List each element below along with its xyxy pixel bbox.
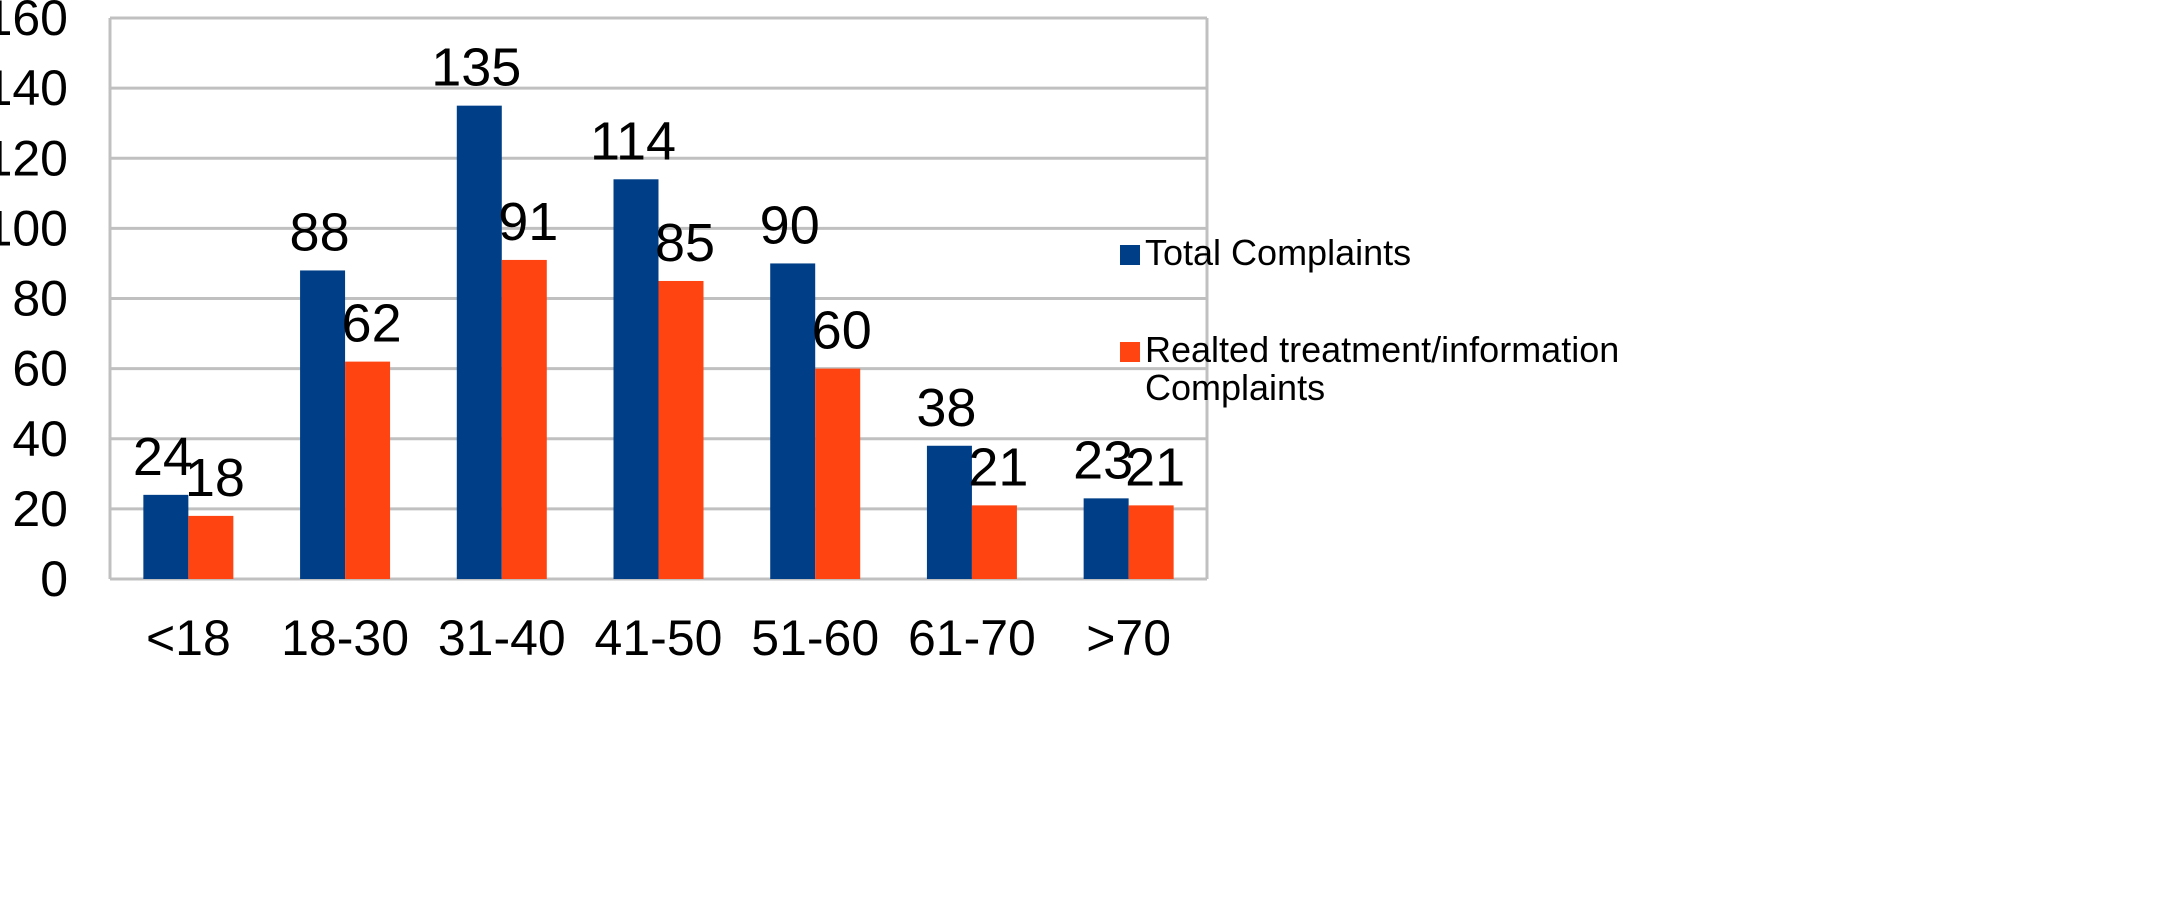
x-tick-label: 18-30 (281, 610, 409, 666)
bar (1128, 505, 1174, 579)
data-label: 91 (498, 192, 558, 252)
x-tick-label: 31-40 (438, 610, 566, 666)
data-label: 85 (655, 213, 715, 273)
bar (815, 368, 861, 579)
bar (300, 270, 346, 579)
data-label: 21 (1125, 437, 1185, 497)
y-tick-label: 80 (12, 271, 68, 327)
x-tick-label: 61-70 (908, 610, 1036, 666)
data-label: 23 (1073, 430, 1133, 490)
data-label: 135 (431, 38, 521, 98)
y-tick-label: 60 (12, 341, 68, 397)
y-tick-label: 20 (12, 481, 68, 537)
x-tick-label: 51-60 (751, 610, 879, 666)
data-label: 60 (812, 301, 872, 361)
data-label: 21 (968, 437, 1028, 497)
data-label: 114 (590, 111, 676, 171)
y-tick-label: 100 (0, 200, 68, 256)
data-label: 90 (760, 195, 820, 255)
data-label: 38 (916, 378, 976, 438)
legend-label: Total Complaints (1145, 232, 1411, 273)
x-tick-label: <18 (146, 610, 231, 666)
data-label: 18 (185, 448, 245, 508)
bars (143, 105, 1174, 579)
y-tick-label: 140 (0, 60, 68, 116)
legend-swatch (1120, 245, 1140, 265)
x-tick-label: >70 (1086, 610, 1171, 666)
data-label: 62 (342, 294, 402, 354)
bar (658, 280, 704, 579)
bar (188, 515, 234, 579)
legend-label: Complaints (1145, 367, 1325, 408)
legend: Total Complaints Realted treatment/inform… (1120, 232, 1619, 408)
bar (613, 179, 659, 579)
legend-label: Realted treatment/information (1145, 329, 1619, 370)
bar (501, 259, 547, 579)
bar (345, 361, 391, 579)
bar (1083, 498, 1129, 579)
y-tick-label: 160 (0, 0, 68, 46)
legend-swatch (1120, 342, 1140, 362)
bar (456, 105, 502, 579)
axes: 0 20 40 60 80 100 120 140 160 <18 18-30 31-40 41-50 5… (0, 0, 1209, 666)
y-tick-label: 120 (0, 130, 68, 186)
bar (770, 263, 816, 579)
y-tick-label: 0 (40, 551, 68, 607)
y-tick-label: 40 (12, 411, 68, 467)
bar (971, 505, 1017, 579)
bar (926, 445, 972, 579)
x-tick-label: 41-50 (595, 610, 723, 666)
data-label: 24 (133, 427, 193, 487)
bar (143, 494, 189, 579)
data-label: 88 (290, 202, 350, 262)
